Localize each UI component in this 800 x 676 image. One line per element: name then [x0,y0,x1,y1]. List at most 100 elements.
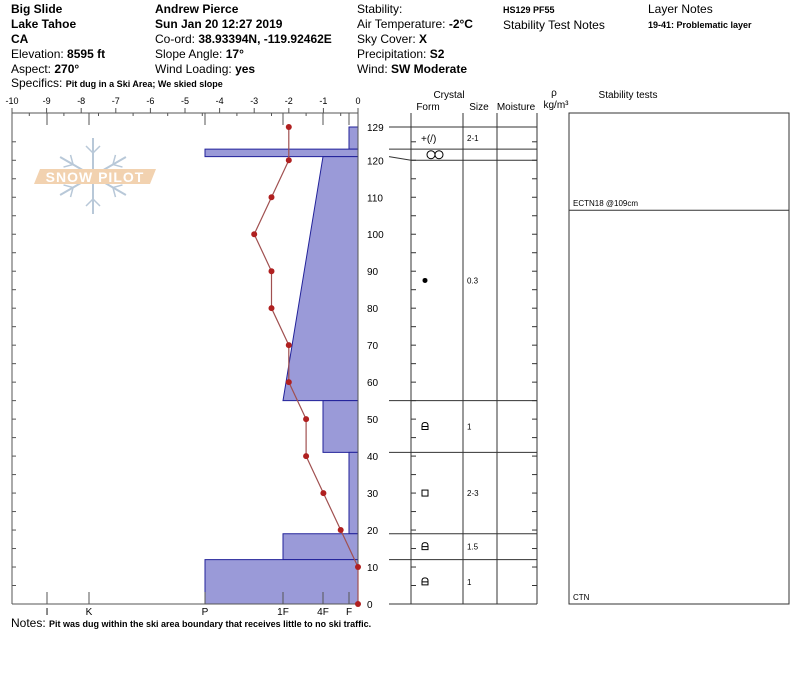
crystal-size: 1.5 [467,543,479,552]
observer: Andrew Pierce [155,2,239,16]
hardness-tick-label: I [46,607,49,618]
logo-banner [34,169,156,184]
hardness-layer [322,400,359,453]
temp-tick-label: 0 [355,96,360,106]
hardness-tick-label: K [86,607,93,618]
temp-tick-label: -7 [112,96,120,106]
specifics-text: Pit dug in a Ski Area; We skied slope [65,79,223,89]
hardness-layer [204,148,359,158]
wind-loading-label: Wind Loading: [155,62,236,76]
crystal-size: 2-3 [467,489,479,498]
faceted-rounded-icon [421,542,429,551]
depth-label: 60 [367,378,379,389]
col-form: Form [416,102,439,113]
sky-label: Sky Cover: [357,32,420,46]
faceted-rounded-icon [421,577,429,586]
depth-label: 40 [367,452,379,463]
hardness-layer [282,156,359,402]
hs-pf: HS129 PF55 [503,5,555,15]
hardness-tick-label: F [346,607,352,618]
aspect: 270° [54,62,80,76]
depth-label: 129 [367,123,384,134]
depth-label: 10 [367,563,379,574]
notes-label: Notes: [11,616,50,630]
col-crystal: Crystal [433,90,464,101]
temp-tick-label: -10 [5,96,18,106]
aspect-label: Aspect: [11,62,55,76]
hardness-layer [348,126,359,150]
melt-freeze-icon [426,150,436,160]
logo-text: SNOW PILOT [46,169,145,185]
wind-loading: yes [235,62,256,76]
temp-tick-label: -8 [77,96,85,106]
depth-label: 80 [367,304,379,315]
specifics: Specifics: Pit dug in a Ski Area; We ski… [11,76,223,92]
col-density-unit: kg/m³ [544,100,570,111]
slope: 17° [225,47,244,61]
col-rho: ρ [551,88,557,99]
temperature-point [285,342,292,349]
hardness-tick-label: P [202,607,209,618]
temperature-point [320,490,327,497]
hardness-profile [204,126,359,605]
layer-boundary [388,156,537,161]
header-col-layer-notes: Layer Notes 19-41: Problematic layer [648,2,752,33]
wind-label: Wind: [357,62,392,76]
stability-test-notes-label: Stability Test Notes [503,18,605,32]
depth-label: 100 [367,230,384,241]
layer-notes-label: Layer Notes [648,2,713,16]
date: Sun Jan 20 12:27 2019 [155,17,283,31]
coord: 38.93394N, -119.92462E [198,32,332,46]
col-stability-tests: Stability tests [599,90,658,101]
coord-label: Co-ord: [155,32,199,46]
axes: -10 -9 -8 -7 -6 -5 -4 -3 -2 -1 0I K P 1F 4F F [5,96,360,618]
temperature-point [268,194,275,201]
header-col-weather: Stability: Air Temperature: -2°C Sky Cov… [357,2,473,77]
stability-box [568,112,790,605]
precip-decomposing-icon: +(/) [421,134,436,145]
slope-label: Slope Angle: [155,47,226,61]
notes-text: Pit was dug within the ski area boundary… [49,619,372,629]
crystal-size: 1 [467,578,472,587]
temperature-point [285,157,292,164]
sky: X [419,32,428,46]
temperature-point [337,527,344,534]
state: CA [11,32,29,46]
depth-label: 70 [367,341,379,352]
crystal-size: 2-1 [467,134,479,143]
depth-label: 0 [367,600,373,611]
crystal-size: 0.3 [467,276,479,285]
temp-tick-label: -9 [43,96,51,106]
col-size: Size [469,102,489,113]
specifics-label: Specifics: [11,76,66,90]
precip: S2 [429,47,445,61]
depth-label: 50 [367,415,379,426]
melt-freeze-icon [434,150,444,160]
layer-note: 19-41: Problematic layer [648,20,752,30]
temperature-point [303,416,310,423]
air-temp: -2°C [448,17,473,31]
header-col-location: Big Slide Lake Tahoe CA Elevation: 8595 … [11,2,105,77]
temp-tick-label: -2 [285,96,293,106]
elevation-label: Elevation: [11,47,68,61]
faceted-icon [421,489,429,497]
temp-tick-label: -1 [319,96,327,106]
header-col-tests: HS129 PF55 Stability Test Notes [503,2,605,33]
temperature-point [268,305,275,312]
temperature-line [253,127,359,604]
stability-test-label: ECTN18 @109cm [573,199,638,208]
temp-tick-label: -3 [250,96,258,106]
temperature-point [285,124,292,130]
hardness-tick-label: 4F [317,607,329,618]
temperature-point [303,453,310,460]
temperature-point [268,268,275,275]
crystal-grid: 0 10 20 30 40 50 60 70 80 90 100 110 120 129 +(/) 2-1 0.… [367,112,790,611]
temperature-point [355,601,361,607]
temp-tick-label: -4 [216,96,224,106]
depth-label: 110 [367,193,383,204]
depth-label: 90 [367,267,379,278]
air-temp-label: Air Temperature: [357,17,449,31]
temp-tick-label: -6 [146,96,154,106]
hardness-layer [282,533,359,561]
temperature-point [285,379,292,386]
